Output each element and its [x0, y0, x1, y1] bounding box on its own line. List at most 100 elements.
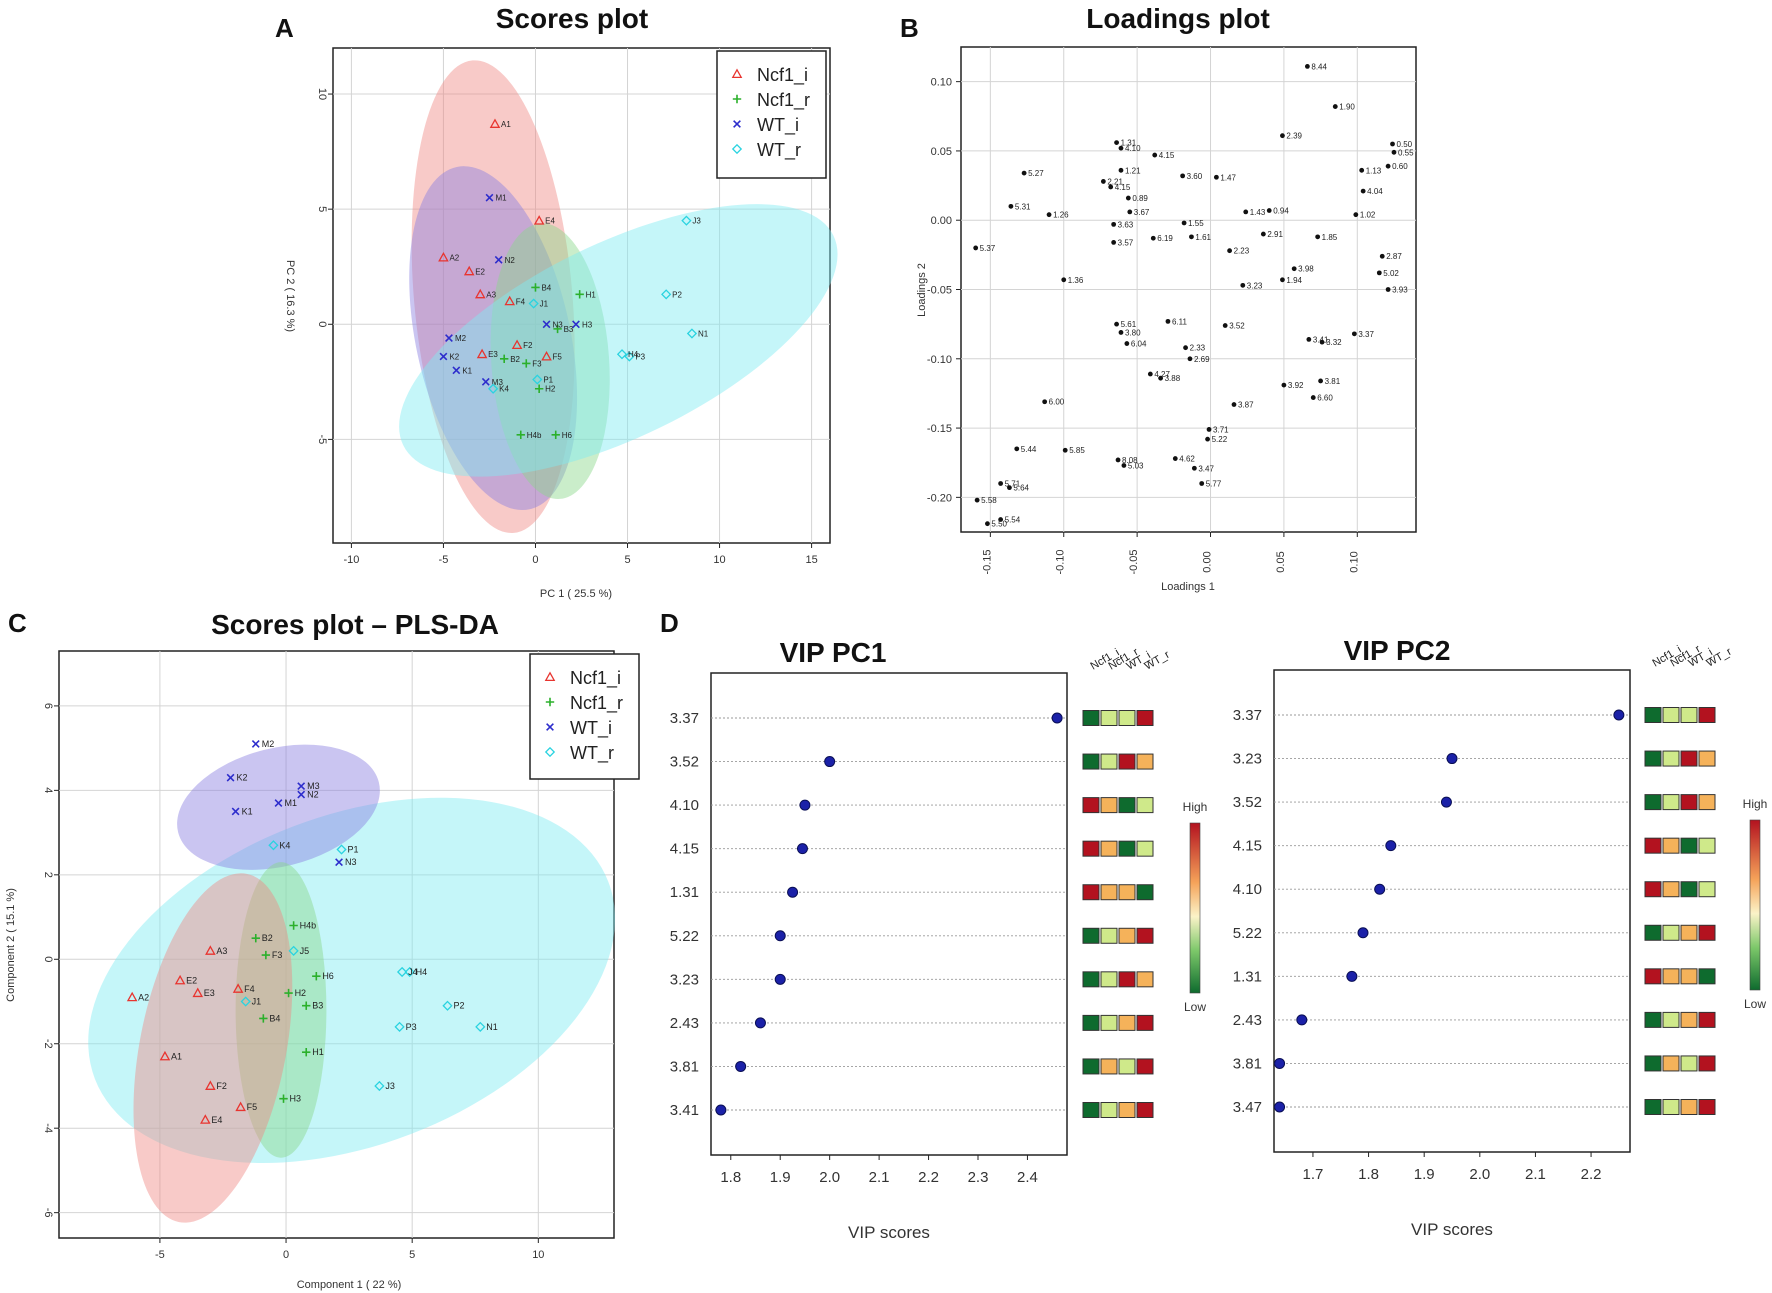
panel-a-legend: Ncf1_i Ncf1_r WT_i WT_r	[716, 50, 827, 179]
point-label: F4	[244, 984, 255, 994]
loading-point-label: 2.87	[1386, 252, 1402, 261]
legend-marker-WT_i	[733, 120, 741, 128]
point-H6	[551, 430, 560, 439]
panel-letter-b: B	[900, 13, 919, 43]
ellipse-WT_r	[88, 797, 616, 1164]
feature-label: 3.37	[670, 710, 699, 727]
heatmap-cell	[1100, 797, 1118, 814]
heatmap-cell	[1698, 968, 1716, 985]
loading-point-8.44	[1304, 64, 1310, 69]
heatmap-cell	[1698, 1099, 1716, 1115]
x-tick-label: 1.9	[770, 1169, 791, 1186]
vip-point-3.23	[774, 973, 786, 985]
loading-point-6.19	[1150, 235, 1156, 241]
point-label: E4	[211, 1115, 222, 1125]
loading-point-2.87	[1379, 253, 1385, 259]
heatmap-cell	[1118, 971, 1136, 988]
loading-point-label: 3.60	[1187, 172, 1203, 181]
y-tick-label: 0.00	[931, 215, 952, 227]
panel-letter-c: C	[8, 608, 27, 638]
heat-legend-high: High	[1183, 800, 1208, 814]
point-E3	[476, 348, 488, 359]
feature-label: 1.31	[1233, 968, 1262, 985]
point-label: P3	[406, 1022, 417, 1032]
loading-point-label: 2.69	[1194, 355, 1210, 364]
loading-point-0.89	[1125, 195, 1131, 201]
heatmap-cell	[1100, 710, 1118, 726]
point-J1	[240, 996, 251, 1007]
ellipse-WT_r	[399, 204, 838, 477]
point-H6	[312, 971, 321, 981]
point-label: A1	[171, 1051, 182, 1061]
loading-point-label: 3.88	[1165, 374, 1181, 383]
heatmap-cell	[1136, 1102, 1154, 1118]
point-label: H6	[562, 431, 573, 440]
heatmap-cell	[1082, 710, 1100, 726]
loading-point-1.36	[1061, 277, 1067, 283]
loading-point-4.15	[1152, 152, 1158, 158]
point-M3	[297, 782, 306, 791]
heatmap-cell	[1662, 1011, 1680, 1028]
loading-point-3.63	[1111, 221, 1117, 227]
loading-point-label: 4.15	[1159, 151, 1175, 160]
legend-label-WT_r: WT_r	[757, 140, 801, 161]
heatmap-cell	[1118, 710, 1136, 726]
point-label: F2	[216, 1081, 227, 1091]
loading-point-1.61	[1189, 234, 1194, 240]
point-J3	[681, 215, 692, 226]
loading-point-1.43	[1243, 209, 1249, 215]
point-label: P2	[454, 1001, 465, 1011]
loading-point-5.85	[1062, 447, 1068, 453]
heatmap-cell	[1662, 794, 1680, 811]
point-A1	[159, 1050, 171, 1061]
point-label: M2	[455, 334, 467, 343]
point-label: B3	[564, 325, 574, 334]
legend-marker-Ncf1_r	[545, 697, 555, 707]
loading-point-label: 0.50	[1397, 140, 1413, 149]
point-label: E2	[186, 975, 197, 985]
loading-point-1.31	[1114, 140, 1119, 146]
x-tick-label: 2.0	[1469, 1166, 1490, 1183]
loading-point-label: 8.44	[1311, 62, 1327, 71]
loading-point-label: 3.98	[1298, 265, 1314, 274]
heatmap-cell	[1118, 1102, 1136, 1118]
loading-point-3.52	[1222, 323, 1228, 328]
feature-label: 4.10	[670, 797, 699, 814]
loading-point-3.47	[1191, 465, 1197, 471]
loading-point-label: 5.61	[1121, 320, 1137, 329]
loading-point-3.87	[1231, 402, 1237, 407]
heatmap-cell	[1662, 968, 1680, 985]
loading-point-5.54	[998, 517, 1004, 522]
point-P1	[336, 844, 347, 855]
point-label: A2	[449, 254, 459, 263]
loading-point-label: 5.37	[980, 244, 996, 253]
loading-point-5.50	[985, 521, 990, 527]
point-N3	[542, 320, 551, 329]
vip-pc1-title: VIP PC1	[780, 637, 887, 668]
point-A3	[205, 945, 216, 955]
loading-point-label: 5.02	[1383, 269, 1399, 278]
loading-point-5.37	[973, 245, 979, 251]
x-tick-label: 1.8	[1358, 1166, 1379, 1183]
point-H4	[404, 966, 415, 978]
point-J3	[374, 1080, 385, 1092]
loading-point-label: 2.33	[1190, 344, 1206, 353]
point-label: E2	[475, 267, 485, 276]
vip-point-5.22	[774, 930, 786, 942]
loading-point-1.02	[1353, 212, 1359, 218]
loading-point-1.55	[1181, 220, 1187, 226]
point-H1	[575, 290, 584, 299]
point-B2	[499, 354, 509, 364]
panel-c-title: Scores plot – PLS-DA	[211, 609, 499, 640]
heatmap-cell	[1662, 881, 1680, 898]
loading-point-3.57	[1111, 239, 1117, 245]
loading-point-3.71	[1206, 427, 1212, 432]
y-tick-label: -2	[42, 1039, 54, 1049]
heatmap-cell	[1644, 750, 1662, 767]
y-tick-label: 0	[316, 321, 328, 327]
loading-point-label: 3.93	[1392, 286, 1408, 295]
feature-label: 3.52	[670, 754, 699, 771]
heatmap-cell	[1680, 794, 1698, 811]
x-tick-label: 0.05	[1275, 551, 1287, 572]
